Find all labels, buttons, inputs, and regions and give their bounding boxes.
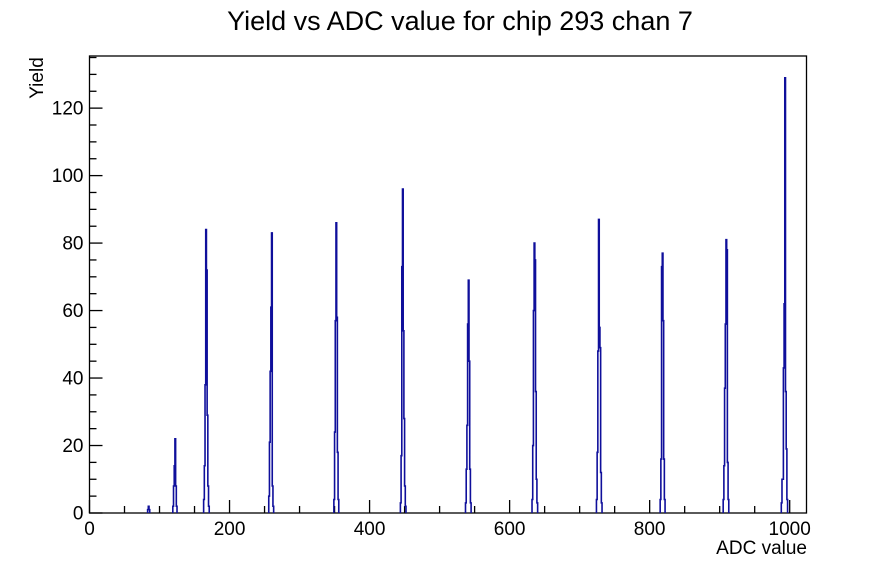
- plot-frame: [88, 55, 808, 514]
- x-tick-label: 200: [214, 519, 246, 540]
- y-tick-label: 40: [62, 369, 83, 390]
- x-tick-label: 800: [634, 519, 666, 540]
- histogram-line: [146, 76, 789, 513]
- y-tick-label: 20: [62, 436, 83, 457]
- y-tick-label: 60: [62, 301, 83, 322]
- y-tick-label: 80: [62, 234, 83, 255]
- y-tick-label: 120: [52, 99, 84, 120]
- x-axis-title: ADC value: [716, 538, 807, 559]
- chart-title: Yield vs ADC value for chip 293 chan 7: [227, 6, 693, 36]
- y-tick-label: 0: [73, 504, 84, 525]
- x-tick-label: 0: [84, 519, 95, 540]
- x-tick-label: 400: [354, 519, 386, 540]
- y-tick-label: 100: [52, 166, 84, 187]
- x-tick-label: 1000: [769, 519, 811, 540]
- x-tick-label: 600: [494, 519, 526, 540]
